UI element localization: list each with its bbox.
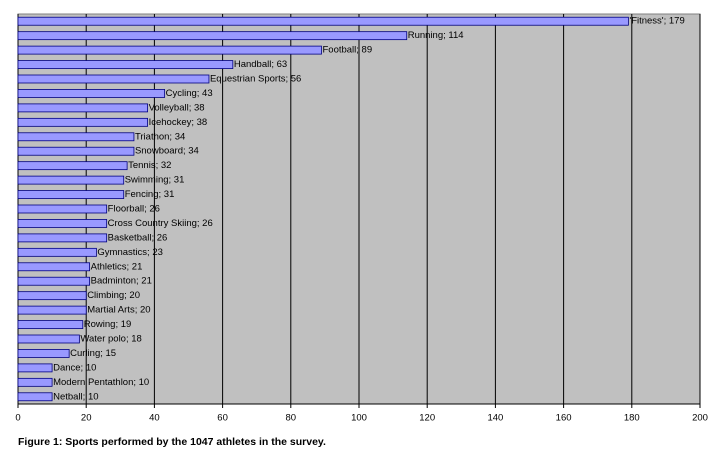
x-tick-label: 180 xyxy=(624,413,640,424)
data-label: 'Fitness'; 179 xyxy=(629,16,684,27)
bar xyxy=(17,204,108,214)
data-label: Volleyball; 38 xyxy=(149,102,205,113)
data-label: Cycling; 43 xyxy=(166,88,213,99)
data-label: Football; 89 xyxy=(322,45,372,56)
data-label: Gymnastics; 23 xyxy=(97,247,162,258)
x-tick-label: 0 xyxy=(15,413,20,424)
data-label: Equestrian Sports; 56 xyxy=(210,74,301,85)
bar xyxy=(17,247,97,257)
bar xyxy=(17,60,234,69)
bar xyxy=(17,16,629,26)
data-label: Martial Arts; 20 xyxy=(87,305,150,316)
data-label: Badminton; 21 xyxy=(91,276,152,287)
data-label: Handball; 63 xyxy=(234,59,287,70)
bar xyxy=(17,262,91,272)
data-label: Curling; 15 xyxy=(70,348,116,359)
bar xyxy=(17,31,408,41)
x-tick-label: 120 xyxy=(419,413,435,424)
bar xyxy=(17,233,108,243)
x-tick-label: 20 xyxy=(81,413,92,424)
bar xyxy=(17,146,135,156)
data-label: Climbing; 20 xyxy=(87,290,140,301)
bar xyxy=(17,377,53,387)
x-tick-label: 40 xyxy=(149,413,160,424)
data-label: Dance; 10 xyxy=(53,362,96,373)
bar xyxy=(17,175,125,185)
caption: Figure 1: Sports performed by the 1047 a… xyxy=(18,436,326,448)
x-tick-label: 100 xyxy=(351,413,367,424)
data-label: Floorball; 26 xyxy=(108,204,160,215)
bar xyxy=(17,74,210,84)
bar xyxy=(17,161,128,171)
data-label: Rowing; 19 xyxy=(84,319,132,330)
bar xyxy=(17,190,125,199)
bar xyxy=(17,349,70,358)
data-label: Netball; 10 xyxy=(53,391,98,402)
data-label: Water polo; 18 xyxy=(80,334,141,345)
data-label: Running; 114 xyxy=(408,30,464,41)
x-tick-label: 140 xyxy=(487,413,503,424)
data-label: Icehockey; 38 xyxy=(149,117,208,128)
data-label: Basketball; 26 xyxy=(108,232,168,243)
x-tick-label: 160 xyxy=(556,413,572,424)
bar xyxy=(17,89,166,98)
bar xyxy=(17,320,84,329)
data-label: Triathon; 34 xyxy=(135,131,185,142)
bar xyxy=(17,132,135,142)
data-label: Athletics; 21 xyxy=(91,261,143,272)
bar xyxy=(17,334,80,344)
x-tick-label: 60 xyxy=(217,413,228,424)
data-label: Swimming; 31 xyxy=(125,175,185,186)
bar xyxy=(17,219,108,228)
data-label: Tennis; 32 xyxy=(128,160,171,171)
bar xyxy=(17,45,322,55)
bar xyxy=(17,291,87,301)
data-label: Snowboard; 34 xyxy=(135,146,199,157)
bar xyxy=(17,117,148,127)
data-label: Fencing; 31 xyxy=(125,189,175,200)
bar xyxy=(17,276,91,286)
x-tick-label: 200 xyxy=(692,413,708,424)
bar xyxy=(17,392,53,402)
bar xyxy=(17,103,148,113)
x-tick-label: 80 xyxy=(286,413,297,424)
bar xyxy=(17,305,87,315)
data-label: Cross Country Skiing; 26 xyxy=(108,218,213,229)
bar xyxy=(17,363,53,373)
data-label: Modern Pentathlon; 10 xyxy=(53,377,149,388)
